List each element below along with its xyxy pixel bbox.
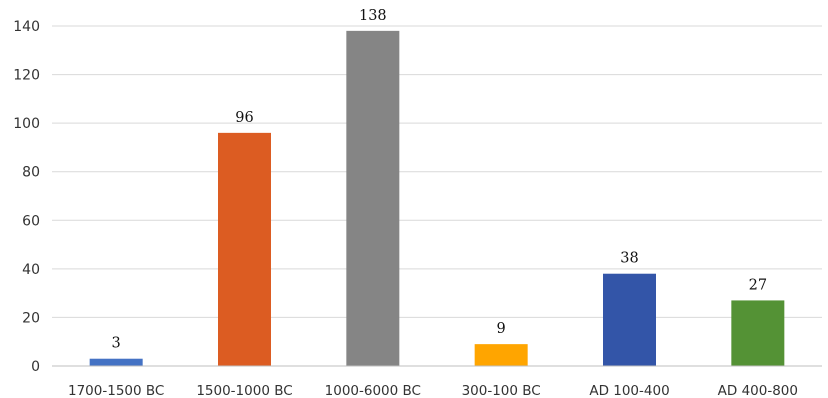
bar (89, 358, 143, 366)
category-labels: 1700-1500 BC 1500-1000 BC 1000-6000 BC 300-… (68, 383, 798, 398)
y-tick-label: 80 (22, 165, 40, 181)
y-tick-label: 0 (31, 359, 40, 375)
category-label: 1000-6000 BC (325, 383, 421, 398)
bar (603, 273, 656, 366)
data-labels: 3 96 138 9 38 27 (112, 8, 768, 352)
data-label: 96 (235, 110, 253, 126)
y-axis-ticks: 0 20 40 60 80 100 120 140 (13, 19, 40, 375)
category-label: 1700-1500 BC (68, 383, 164, 398)
category-label: 300-100 BC (462, 383, 541, 398)
category-label: AD 400-800 (718, 383, 798, 398)
y-tick-label: 60 (22, 213, 40, 229)
category-label: AD 100-400 (589, 383, 669, 398)
y-tick-label: 40 (22, 262, 40, 278)
data-label: 138 (359, 8, 387, 24)
category-label: 1500-1000 BC (196, 383, 292, 398)
bar (346, 30, 400, 366)
y-tick-label: 100 (13, 116, 40, 132)
y-tick-label: 120 (13, 68, 40, 84)
bar (731, 300, 785, 366)
data-label: 9 (497, 321, 506, 337)
data-label: 38 (620, 251, 638, 267)
bar (218, 132, 271, 366)
y-tick-label: 20 (22, 310, 40, 326)
bar (474, 344, 528, 366)
data-label: 3 (112, 336, 121, 352)
y-tick-label: 140 (13, 19, 40, 35)
data-label: 27 (749, 277, 767, 293)
bars (89, 30, 785, 366)
gridlines (52, 25, 822, 318)
